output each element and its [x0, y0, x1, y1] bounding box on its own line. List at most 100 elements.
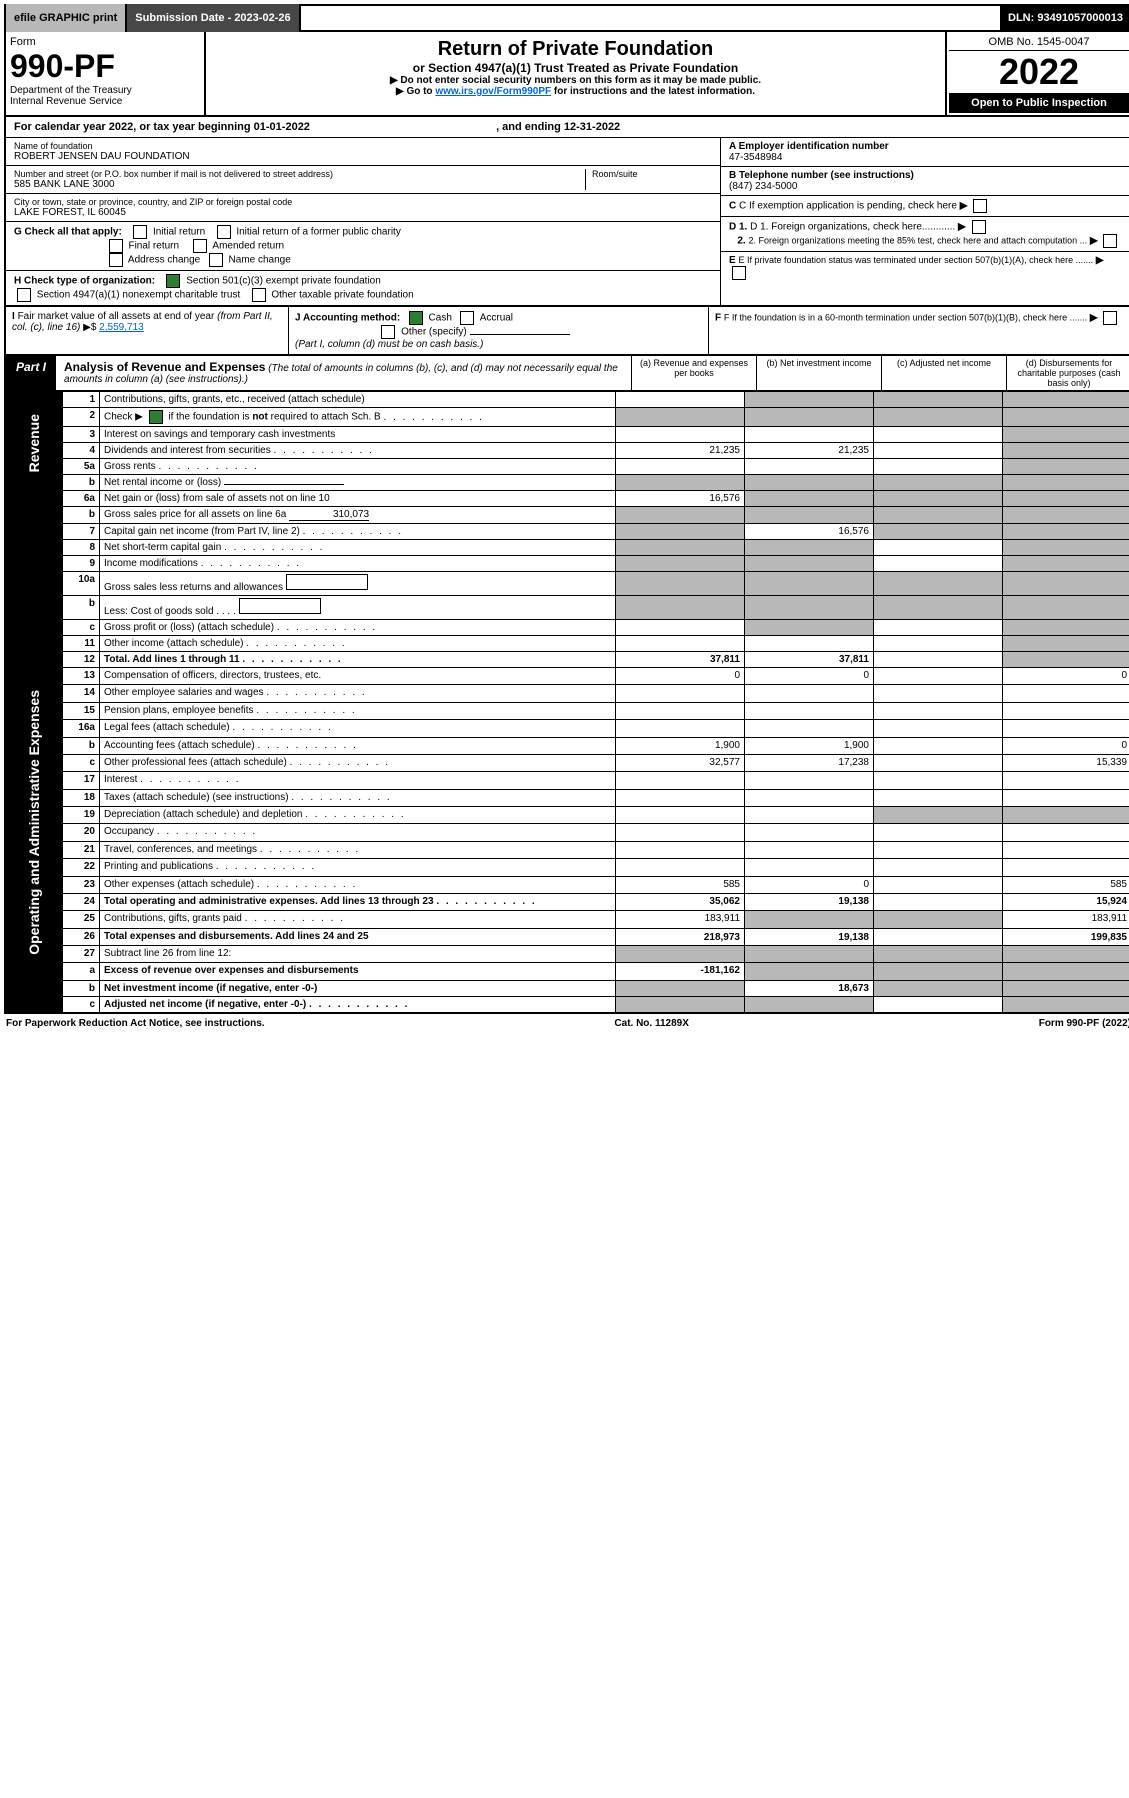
- omb-number: OMB No. 1545-0047: [949, 34, 1129, 51]
- table-row: 18Taxes (attach schedule) (see instructi…: [5, 789, 1129, 806]
- form-ref: Form 990-PF (2022): [1039, 1018, 1129, 1029]
- part-1-label: Part I: [6, 356, 56, 390]
- table-row: Revenue 1Contributions, gifts, grants, e…: [5, 392, 1129, 408]
- exemption-pending-checkbox[interactable]: [973, 199, 987, 213]
- g-addr: Address change: [128, 255, 200, 266]
- other-method-checkbox[interactable]: [381, 325, 395, 339]
- l16b-d: 0: [1003, 737, 1129, 754]
- l24-d: 15,924: [1003, 893, 1129, 910]
- line-5a: Gross rents: [100, 459, 616, 475]
- table-row: 14Other employee salaries and wages: [5, 685, 1129, 702]
- table-row: 21Travel, conferences, and meetings: [5, 841, 1129, 858]
- l6b-val: 310,073: [289, 509, 369, 521]
- table-row: cGross profit or (loss) (attach schedule…: [5, 620, 1129, 636]
- foundation-info: Name of foundation ROBERT JENSEN DAU FOU…: [4, 138, 1129, 307]
- table-row: 8Net short-term capital gain: [5, 540, 1129, 556]
- l24-a: 35,062: [616, 893, 745, 910]
- table-row: 3Interest on savings and temporary cash …: [5, 427, 1129, 443]
- initial-return-checkbox[interactable]: [133, 225, 147, 239]
- instr-2a: ▶ Go to: [396, 86, 435, 97]
- city-label: City or town, state or province, country…: [14, 197, 712, 207]
- l4-a: 21,235: [616, 443, 745, 459]
- 501c3-checkbox[interactable]: [166, 274, 180, 288]
- terminated-checkbox[interactable]: [732, 266, 746, 280]
- g-name: Name change: [229, 255, 291, 266]
- 4947-checkbox[interactable]: [17, 288, 31, 302]
- l13-b: 0: [745, 668, 874, 685]
- line-6a: Net gain or (loss) from sale of assets n…: [100, 491, 616, 507]
- table-row: 15Pension plans, employee benefits: [5, 702, 1129, 719]
- l13-a: 0: [616, 668, 745, 685]
- efile-print-label[interactable]: efile GRAPHIC print: [6, 4, 127, 32]
- col-b-header: (b) Net investment income: [756, 356, 881, 390]
- line-27c: Adjusted net income (if negative, enter …: [100, 996, 616, 1013]
- l25-d: 183,911: [1003, 911, 1129, 928]
- phone-value: (847) 234-5000: [729, 181, 797, 192]
- line-27b: Net investment income (if negative, ente…: [100, 980, 616, 996]
- a-label: A Employer identification number: [729, 141, 889, 152]
- table-row: 19Depreciation (attach schedule) and dep…: [5, 807, 1129, 824]
- l23-d: 585: [1003, 876, 1129, 893]
- form-subtitle: or Section 4947(a)(1) Trust Treated as P…: [212, 61, 939, 75]
- foreign-org-checkbox[interactable]: [972, 220, 986, 234]
- line-19: Depreciation (attach schedule) and deple…: [100, 807, 616, 824]
- line-22: Printing and publications: [100, 859, 616, 876]
- fmv-value[interactable]: 2,559,713: [99, 322, 144, 333]
- instr-2b: for instructions and the latest informat…: [551, 86, 755, 97]
- dln-label: DLN: 93491057000013: [1000, 4, 1129, 32]
- address-change-checkbox[interactable]: [109, 253, 123, 267]
- l27b-b: 18,673: [745, 980, 874, 996]
- table-row: Operating and Administrative Expenses 13…: [5, 668, 1129, 685]
- form-title: Return of Private Foundation: [212, 38, 939, 61]
- table-row: bLess: Cost of goods sold . . . .: [5, 596, 1129, 620]
- name-label: Name of foundation: [14, 141, 712, 151]
- l6a-a: 16,576: [616, 491, 745, 507]
- table-row: cOther professional fees (attach schedul…: [5, 754, 1129, 771]
- g-final: Final return: [128, 241, 179, 252]
- l25-a: 183,911: [616, 911, 745, 928]
- line-9: Income modifications: [100, 556, 616, 572]
- j-accrual: Accrual: [480, 313, 513, 324]
- amended-return-checkbox[interactable]: [193, 239, 207, 253]
- revenue-side-label: Revenue: [26, 394, 42, 492]
- form990pf-link[interactable]: www.irs.gov/Form990PF: [435, 86, 551, 97]
- line-8: Net short-term capital gain: [100, 540, 616, 556]
- final-return-checkbox[interactable]: [109, 239, 123, 253]
- line-27a: Excess of revenue over expenses and disb…: [100, 963, 616, 980]
- e-label: E If private foundation status was termi…: [738, 255, 1093, 265]
- l23-a: 585: [616, 876, 745, 893]
- cash-checkbox[interactable]: [409, 311, 423, 325]
- instr-1: ▶ Do not enter social security numbers o…: [212, 75, 939, 86]
- line-16b: Accounting fees (attach schedule): [100, 737, 616, 754]
- l27a-a: -181,162: [616, 963, 745, 980]
- accrual-checkbox[interactable]: [460, 311, 474, 325]
- line-6b: Gross sales price for all assets on line…: [100, 507, 616, 524]
- part-1-title-text: Analysis of Revenue and Expenses: [64, 360, 265, 374]
- g-initial-pub: Initial return of a former public charit…: [236, 227, 401, 238]
- line-27: Subtract line 26 from line 12:: [100, 946, 616, 963]
- table-row: 2Check ▶ if the foundation is not requir…: [5, 408, 1129, 427]
- foundation-name: ROBERT JENSEN DAU FOUNDATION: [14, 151, 712, 162]
- table-row: 22Printing and publications: [5, 859, 1129, 876]
- foundation-address: 585 BANK LANE 3000: [14, 179, 585, 190]
- g-label: G Check all that apply:: [14, 227, 122, 238]
- schb-checkbox[interactable]: [149, 410, 163, 424]
- calendar-year-row: For calendar year 2022, or tax year begi…: [4, 117, 1129, 138]
- paperwork-notice: For Paperwork Reduction Act Notice, see …: [6, 1018, 265, 1029]
- line-12: Total. Add lines 1 through 11: [100, 652, 616, 668]
- name-change-checkbox[interactable]: [209, 253, 223, 267]
- page-footer: For Paperwork Reduction Act Notice, see …: [4, 1014, 1129, 1033]
- l4-b: 21,235: [745, 443, 874, 459]
- form-header: Form 990-PF Department of the Treasury I…: [4, 32, 1129, 117]
- other-taxable-checkbox[interactable]: [252, 288, 266, 302]
- table-row: 5aGross rents: [5, 459, 1129, 475]
- line-2: Check ▶ if the foundation is not require…: [100, 408, 616, 427]
- h-4947: Section 4947(a)(1) nonexempt charitable …: [37, 290, 240, 301]
- line-1: Contributions, gifts, grants, etc., rece…: [100, 392, 616, 408]
- table-row: 26Total expenses and disbursements. Add …: [5, 928, 1129, 945]
- 60month-checkbox[interactable]: [1103, 311, 1117, 325]
- irs-label: Internal Revenue Service: [10, 96, 200, 107]
- opex-side-label: Operating and Administrative Expenses: [26, 670, 42, 975]
- foreign-85-checkbox[interactable]: [1103, 234, 1117, 248]
- initial-public-checkbox[interactable]: [217, 225, 231, 239]
